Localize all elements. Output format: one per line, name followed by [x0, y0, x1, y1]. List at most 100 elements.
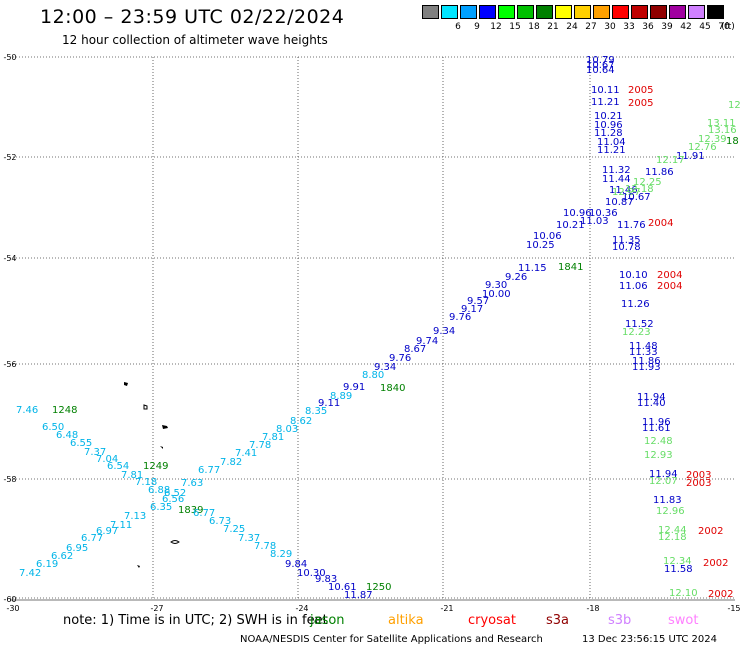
- satellite-legend-altika: altika: [388, 613, 424, 628]
- wave-height-label: 8.62: [290, 416, 312, 427]
- wave-height-label: 11.32: [602, 165, 631, 176]
- colorbar-label: 33: [623, 22, 635, 32]
- colorbar-label: 12: [490, 22, 502, 32]
- satellite-legend-jason: jason: [310, 613, 345, 628]
- wave-height-label: 12.25: [633, 177, 662, 188]
- wave-height-label: 7.46: [16, 405, 38, 416]
- pass-time-label: 2003: [686, 470, 711, 481]
- wave-height-label: 7.04: [96, 454, 118, 465]
- colorbar-swatch: [460, 5, 477, 19]
- pass-time-label: 2002: [703, 558, 728, 569]
- wave-height-label: 10.78: [612, 242, 641, 253]
- wave-height-label: 12.34: [663, 556, 692, 567]
- colorbar-swatch: [688, 5, 705, 19]
- wave-height-label: 11.21: [591, 97, 620, 108]
- pass-time-label: 18: [726, 136, 739, 147]
- wave-height-label: 6.88: [148, 485, 170, 496]
- satellite-legend-s3a: s3a: [546, 613, 570, 628]
- wave-height-label: 6.56: [162, 494, 184, 505]
- pass-time-label: 2002: [708, 589, 733, 600]
- wave-height-label: 10.25: [526, 240, 555, 251]
- wave-height-label: 7.25: [223, 524, 245, 535]
- colorbar-label: 24: [566, 22, 578, 32]
- colorbar-swatch: [669, 5, 686, 19]
- colorbar-label: 18: [528, 22, 540, 32]
- axis-tick-label: -52: [3, 153, 16, 162]
- wave-height-label: 10.21: [556, 220, 585, 231]
- wave-height-label: 7.82: [220, 457, 242, 468]
- colorbar-label: 42: [680, 22, 692, 32]
- axis-tick-label: -18: [586, 604, 599, 613]
- wave-height-label: 7.81: [262, 432, 284, 443]
- wave-height-label: 7.11: [110, 520, 132, 531]
- wave-height-label: 6.35: [150, 502, 172, 513]
- wave-height-label: 6.97: [96, 526, 118, 537]
- pass-time-label: 2005: [628, 85, 653, 96]
- colorbar-label: 9: [474, 22, 480, 32]
- colorbar-label: 15: [509, 22, 521, 32]
- wave-height-label: 7.42: [19, 568, 41, 579]
- pass-time-label: 1250: [366, 582, 391, 593]
- wave-height-label: 11.03: [580, 216, 609, 227]
- wave-height-label: 10.00: [482, 289, 511, 300]
- wave-height-label: 13.11: [707, 118, 736, 129]
- wave-height-label: 6.48: [56, 430, 78, 441]
- axis-tick-label: -50: [3, 53, 16, 62]
- colorbar-label: 45: [699, 22, 711, 32]
- wave-height-label: 13.16: [708, 125, 737, 136]
- wave-height-label: 10.10: [619, 270, 648, 281]
- wave-height-label: 11.87: [344, 590, 373, 601]
- wave-height-label: 12.17: [656, 155, 685, 166]
- wave-height-label: 12.48: [644, 436, 673, 447]
- wave-height-label: 9.76: [449, 312, 471, 323]
- wave-height-label: 10.87: [605, 197, 634, 208]
- wave-height-label: 9.34: [433, 326, 455, 337]
- wave-height-label: 12: [728, 100, 740, 111]
- wave-height-label: 10.64: [586, 65, 615, 76]
- wave-height-label: 12.10: [669, 588, 698, 599]
- map-grid: [10, 56, 735, 601]
- wave-height-label: 6.77: [198, 465, 220, 476]
- colorbar-swatch: [498, 5, 515, 19]
- wave-height-label: 9.74: [416, 336, 438, 347]
- wave-height-label: 11.46: [609, 185, 638, 196]
- colorbar-label: 21: [547, 22, 559, 32]
- wave-height-label: 11.21: [597, 145, 626, 156]
- wave-height-label: 9.30: [485, 280, 507, 291]
- wave-height-label: 10.67: [622, 192, 651, 203]
- axis-tick-label: -60: [3, 595, 16, 604]
- wave-height-label: 7.37: [84, 447, 106, 458]
- pass-time-label: 2004: [657, 270, 682, 281]
- pass-time-label: 1248: [52, 405, 77, 416]
- wave-height-label: 8.89: [330, 391, 352, 402]
- colorbar-swatch: [479, 5, 496, 19]
- axis-tick-label: -54: [3, 254, 16, 263]
- wave-height-label: 12.96: [656, 506, 685, 517]
- page-title: 12:00 – 23:59 UTC 02/22/2024: [40, 6, 345, 28]
- wave-height-label: 11.94: [649, 469, 678, 480]
- wave-height-label: 7.63: [181, 478, 203, 489]
- wave-height-label: 9.17: [461, 304, 483, 315]
- wave-height-label: 10.96: [594, 120, 623, 131]
- colorbar-swatch: [612, 5, 629, 19]
- colorbar-swatch: [650, 5, 667, 19]
- pass-time-label: 2002: [698, 526, 723, 537]
- colorbar-swatch: [574, 5, 591, 19]
- wave-height-label: 8.80: [362, 370, 384, 381]
- wave-height-label: 7.18: [135, 477, 157, 488]
- wave-height-label: 12.18: [625, 184, 654, 195]
- pass-time-label: 1249: [143, 461, 168, 472]
- wave-height-label: 9.34: [374, 362, 396, 373]
- pass-time-label: 2004: [657, 281, 682, 292]
- wave-height-label: 6.77: [81, 533, 103, 544]
- wave-height-label: 8.29: [270, 549, 292, 560]
- wave-height-label: 11.61: [642, 423, 671, 434]
- satellite-legend-swot: swot: [668, 613, 699, 628]
- wave-height-label: 9.11: [318, 398, 340, 409]
- colorbar-swatch: [555, 5, 572, 19]
- wave-height-label: 10.79: [586, 55, 615, 66]
- wave-height-label: 10.11: [591, 85, 620, 96]
- axis-tick-label: -21: [440, 604, 453, 613]
